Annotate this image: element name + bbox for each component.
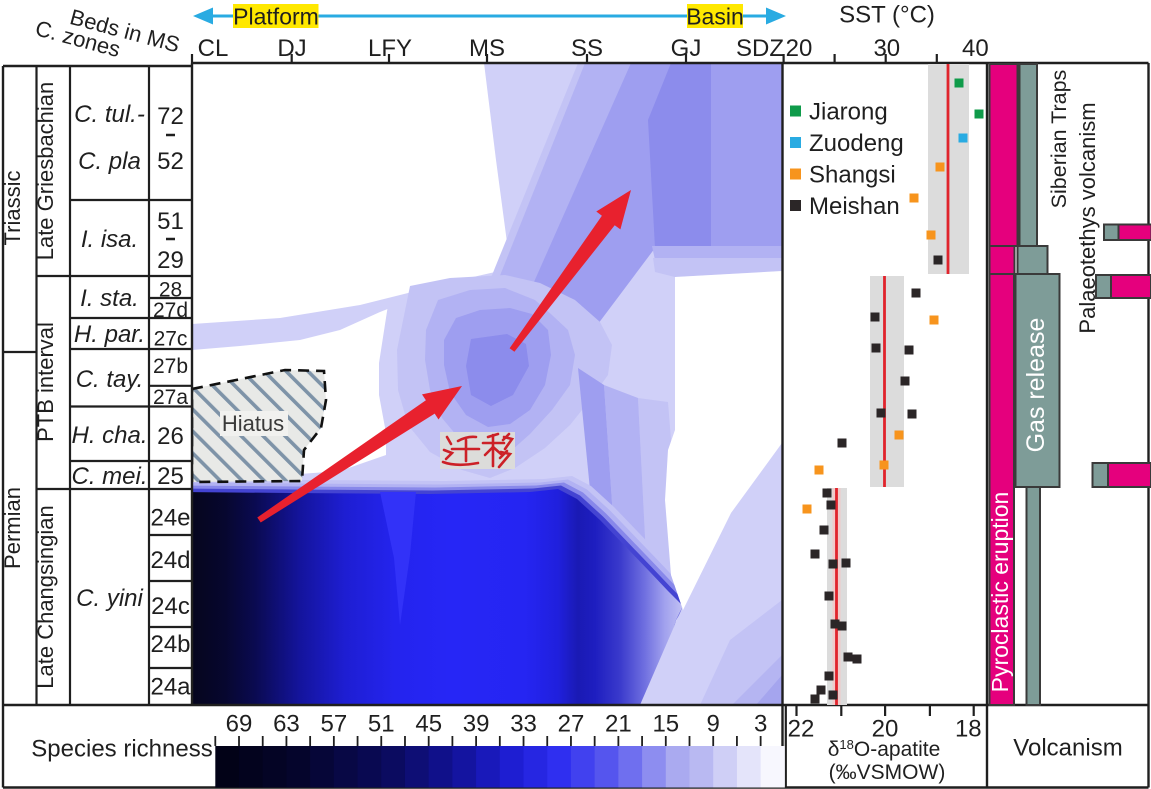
svg-text:52: 52 xyxy=(157,148,184,175)
svg-text:C. tul.-: C. tul.- xyxy=(74,101,145,128)
svg-text:Permian: Permian xyxy=(0,487,25,569)
svg-text:Palaeotethys volcanism: Palaeotethys volcanism xyxy=(1075,102,1100,333)
svg-text:26: 26 xyxy=(157,423,184,450)
svg-text:H. par.: H. par. xyxy=(74,321,145,348)
svg-text:Shangsi: Shangsi xyxy=(809,162,896,189)
svg-text:33: 33 xyxy=(510,711,537,738)
svg-text:Siberian Traps: Siberian Traps xyxy=(1047,70,1071,209)
svg-text:Late Changsingian: Late Changsingian xyxy=(33,505,58,688)
svg-text:40: 40 xyxy=(962,35,989,62)
svg-text:24a: 24a xyxy=(150,674,191,701)
svg-text:Species richness: Species richness xyxy=(31,736,212,763)
svg-text:24d: 24d xyxy=(150,547,190,574)
svg-text:Jiarong: Jiarong xyxy=(809,99,888,126)
svg-text:C. yini: C. yini xyxy=(76,585,143,612)
svg-text:Late Griesbachian: Late Griesbachian xyxy=(33,82,58,261)
svg-text:C. pla: C. pla xyxy=(78,148,141,175)
svg-text:20: 20 xyxy=(786,35,813,62)
svg-text:39: 39 xyxy=(463,711,490,738)
svg-text:SDZ: SDZ xyxy=(736,35,784,62)
svg-text:18: 18 xyxy=(955,716,982,743)
svg-text:51: 51 xyxy=(368,711,395,738)
svg-text:CL: CL xyxy=(198,35,229,62)
svg-text:24c: 24c xyxy=(151,593,190,620)
svg-text:Gas release: Gas release xyxy=(1022,318,1050,453)
svg-text:25: 25 xyxy=(157,463,184,490)
svg-text:I. sta.: I. sta. xyxy=(80,285,139,312)
svg-text:I. isa.: I. isa. xyxy=(81,226,138,253)
svg-text:29: 29 xyxy=(157,247,184,274)
svg-text:24e: 24e xyxy=(150,505,190,532)
svg-text:PTB interval: PTB interval xyxy=(33,322,58,442)
svg-text:69: 69 xyxy=(226,711,253,738)
svg-text:SST (°C): SST (°C) xyxy=(839,2,935,29)
svg-text:Pyroclastic eruption: Pyroclastic eruption xyxy=(987,492,1013,693)
svg-text:57: 57 xyxy=(321,711,348,738)
svg-text:63: 63 xyxy=(273,711,300,738)
svg-text:24b: 24b xyxy=(150,631,190,658)
svg-text:20: 20 xyxy=(872,716,899,743)
svg-text:22: 22 xyxy=(788,716,815,743)
svg-text:27c: 27c xyxy=(154,328,188,351)
svg-text:C. mei.: C. mei. xyxy=(71,463,147,490)
svg-text:Triassic: Triassic xyxy=(0,171,25,246)
svg-text:Meishan: Meishan xyxy=(809,193,900,220)
svg-text:45: 45 xyxy=(415,711,442,738)
svg-text:28: 28 xyxy=(159,279,182,302)
svg-text:51: 51 xyxy=(157,208,184,235)
svg-text:72: 72 xyxy=(157,103,184,130)
svg-text:Zuodeng: Zuodeng xyxy=(809,130,904,157)
svg-text:27d: 27d xyxy=(153,299,188,322)
svg-text:Hiatus: Hiatus xyxy=(222,411,284,436)
svg-text:9: 9 xyxy=(707,711,720,738)
svg-text:21: 21 xyxy=(605,711,632,738)
svg-text:Platform: Platform xyxy=(233,4,319,30)
svg-text:27: 27 xyxy=(558,711,585,738)
svg-text:C. tay.: C. tay. xyxy=(76,366,144,393)
svg-text:H. cha.: H. cha. xyxy=(71,422,147,449)
svg-text:Basin: Basin xyxy=(686,4,744,30)
svg-text:30: 30 xyxy=(873,35,900,62)
svg-text:27a: 27a xyxy=(153,386,188,409)
svg-text:15: 15 xyxy=(652,711,679,738)
svg-text:(‰VSMOW): (‰VSMOW) xyxy=(829,761,946,784)
svg-text:Volcanism: Volcanism xyxy=(1013,735,1122,762)
svg-text:3: 3 xyxy=(754,711,767,738)
svg-text:27b: 27b xyxy=(153,355,188,378)
